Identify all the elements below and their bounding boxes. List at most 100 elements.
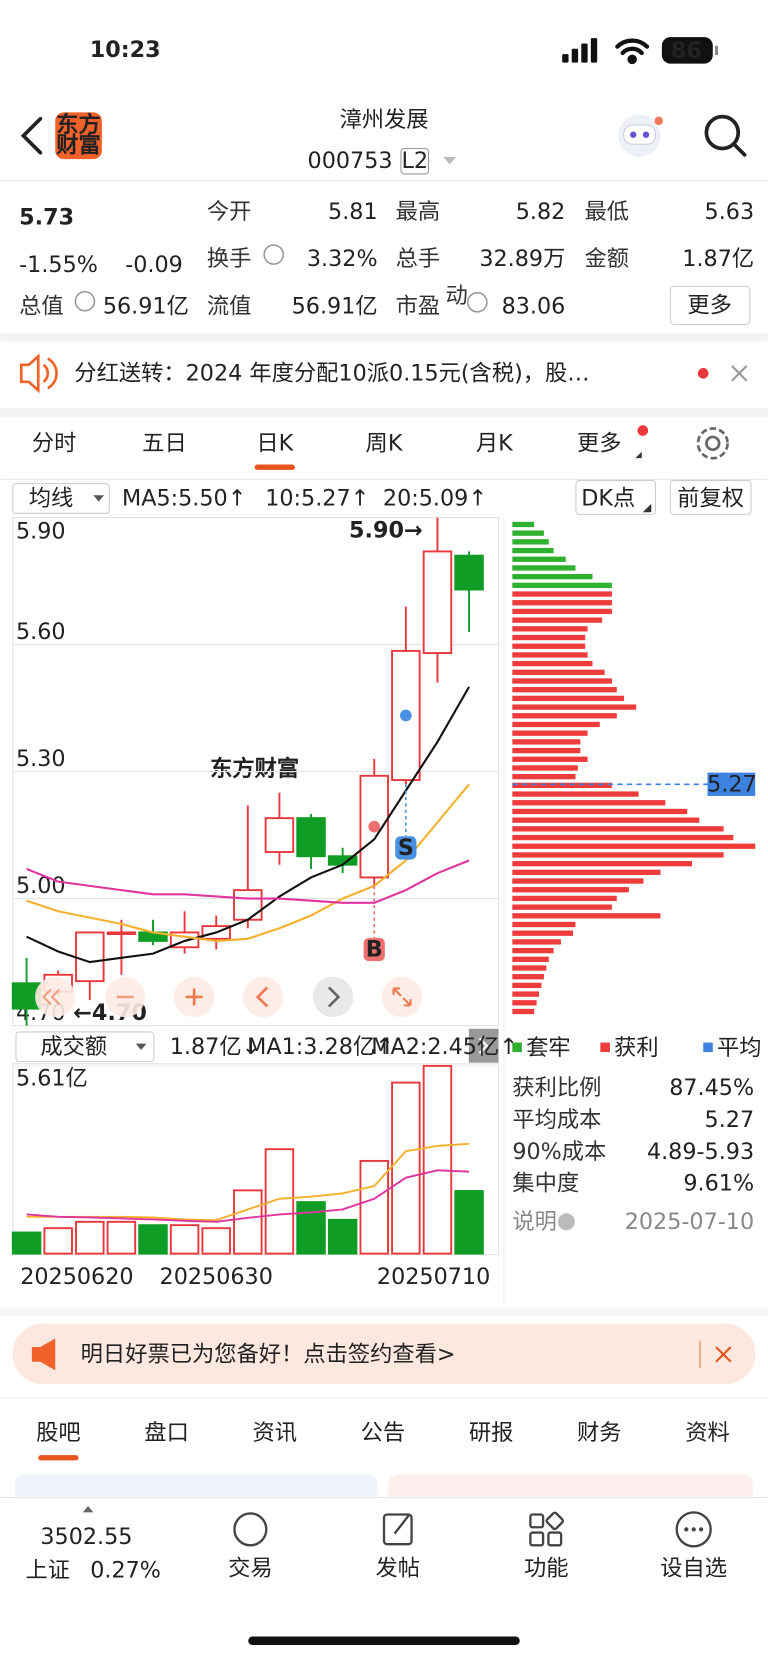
ma-legend: 20:5.09↑ xyxy=(383,485,487,511)
ma-legend: 10:5.27↑ xyxy=(265,485,369,511)
chip-bar xyxy=(512,817,700,823)
chip-bar xyxy=(512,791,639,797)
settings-button[interactable] xyxy=(696,427,729,460)
ma-legend: MA5:5.50↑ xyxy=(122,485,246,511)
close-promo[interactable] xyxy=(715,1346,732,1363)
nav-label[interactable]: 功能 xyxy=(524,1556,569,1582)
next-button[interactable] xyxy=(312,976,354,1018)
chip-stat-value: 4.89-5.93 xyxy=(647,1139,754,1165)
close-notice[interactable] xyxy=(731,365,748,382)
signal-dot xyxy=(400,709,412,722)
signal-label: S xyxy=(398,835,414,861)
expand-button[interactable] xyxy=(468,1028,499,1063)
assistant-avatar[interactable] xyxy=(618,114,663,157)
tab[interactable]: 盘口 xyxy=(144,1420,189,1446)
tab[interactable]: 资讯 xyxy=(252,1420,297,1446)
tab[interactable]: 五日 xyxy=(142,430,187,456)
adjust-button[interactable] xyxy=(669,479,752,515)
logo-text: 东方 xyxy=(56,111,101,138)
tab[interactable]: 月K xyxy=(476,430,514,456)
watermark: 东方财富 xyxy=(210,755,299,782)
tab[interactable]: 研报 xyxy=(469,1420,514,1446)
stat-label: 金额 xyxy=(584,246,629,272)
tab[interactable]: 分时 xyxy=(32,430,77,456)
chip-bar xyxy=(512,634,586,641)
chip-bar xyxy=(512,774,576,780)
chip-bar xyxy=(512,869,661,875)
legend-label: 获利 xyxy=(614,1035,659,1061)
promo-banner[interactable] xyxy=(12,1323,756,1385)
tab[interactable]: 更多 xyxy=(577,430,622,456)
tab[interactable]: 财务 xyxy=(577,1420,622,1446)
nav-label[interactable]: 交易 xyxy=(228,1556,273,1582)
chip-bar xyxy=(512,782,612,789)
volume-current: 1.87亿↓ xyxy=(170,1034,261,1060)
average-badge xyxy=(707,772,756,796)
legend-label: 平均 xyxy=(717,1035,762,1061)
icon xyxy=(392,987,412,1007)
stat-value: 83.06 xyxy=(502,294,566,320)
info-icon[interactable] xyxy=(557,1213,575,1231)
chip-bar xyxy=(512,904,612,910)
info-icon[interactable] xyxy=(74,290,96,312)
scroll-start-button[interactable] xyxy=(35,976,76,1018)
index-value[interactable]: 3502.55 xyxy=(40,1524,132,1550)
chip-bar xyxy=(512,852,724,858)
dropdown-arrow[interactable] xyxy=(443,156,457,165)
chip-bar xyxy=(512,591,612,597)
nav-label[interactable]: 设自选 xyxy=(660,1556,727,1582)
chip-bar xyxy=(512,826,724,832)
chip-bar xyxy=(512,721,600,728)
battery xyxy=(661,37,713,64)
chip-bar xyxy=(512,739,581,745)
fullscreen-button[interactable] xyxy=(381,976,423,1018)
prev-button[interactable] xyxy=(242,976,284,1018)
candle-body xyxy=(454,554,484,591)
nav-label[interactable]: 发帖 xyxy=(376,1556,421,1582)
tab[interactable]: 股吧 xyxy=(36,1420,81,1446)
volume-bar xyxy=(201,1227,231,1255)
back-button[interactable] xyxy=(20,116,43,155)
y-tick-label: 5.00 xyxy=(16,873,66,899)
icon xyxy=(185,988,203,1006)
stat-label: 最高 xyxy=(396,199,441,225)
chip-bar xyxy=(512,695,625,702)
search-button[interactable] xyxy=(704,114,747,157)
volume-bar xyxy=(11,1231,42,1255)
volume-frame xyxy=(12,1063,500,1256)
chip-stat-label: 平均成本 xyxy=(512,1107,601,1133)
info-icon[interactable] xyxy=(466,291,488,313)
trade-icon xyxy=(233,1512,268,1547)
dk-arrow xyxy=(642,503,652,513)
chip-bar xyxy=(512,878,644,884)
wifi-icon xyxy=(615,38,650,65)
volume-selector[interactable] xyxy=(15,1031,155,1063)
x-tick-label: 20250630 xyxy=(160,1264,273,1290)
chip-bar xyxy=(512,539,549,545)
more-button[interactable] xyxy=(669,285,751,326)
chip-note[interactable]: 说明 xyxy=(512,1209,557,1235)
info-icon[interactable] xyxy=(263,244,285,265)
signal-icon xyxy=(562,38,598,63)
ma-selector[interactable] xyxy=(12,483,110,514)
chip-bar xyxy=(512,913,661,919)
average-value: 5.27 xyxy=(707,771,757,797)
stat-label: 最低 xyxy=(584,199,629,225)
tab[interactable]: 公告 xyxy=(361,1420,406,1446)
level-badge xyxy=(400,147,430,175)
dk-button[interactable] xyxy=(575,479,657,515)
stat-label: 流值 xyxy=(207,294,252,320)
notice-text[interactable]: 分红送转：2024 年度分配10派0.15元(含税)，股… xyxy=(74,360,589,386)
index-arrow xyxy=(82,1506,94,1513)
post-icon xyxy=(382,1513,413,1546)
tab[interactable]: 日K xyxy=(256,430,294,456)
chip-bar xyxy=(512,930,574,936)
tab[interactable]: 资料 xyxy=(685,1420,730,1446)
legend-swatch xyxy=(703,1042,713,1053)
tab[interactable]: 周K xyxy=(366,430,404,456)
stat-value: 5.81 xyxy=(328,199,378,225)
max-label: 5.90→ xyxy=(349,517,423,543)
func-icon xyxy=(545,1511,565,1531)
